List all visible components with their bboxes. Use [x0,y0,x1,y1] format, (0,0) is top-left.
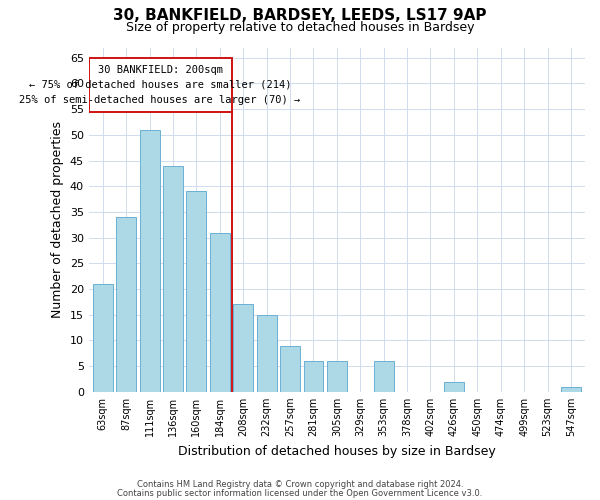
Bar [280,346,300,392]
Bar [89,58,232,112]
Text: 30 BANKFIELD: 200sqm
← 75% of detached houses are smaller (214)
25% of semi-deta: 30 BANKFIELD: 200sqm ← 75% of detached h… [19,65,301,104]
Bar [374,361,394,392]
Bar [210,232,230,392]
Text: 30, BANKFIELD, BARDSEY, LEEDS, LS17 9AP: 30, BANKFIELD, BARDSEY, LEEDS, LS17 9AP [113,8,487,22]
Bar [304,361,323,392]
Bar [187,192,206,392]
Bar [140,130,160,392]
Bar [257,314,277,392]
Bar [327,361,347,392]
Bar [444,382,464,392]
Y-axis label: Number of detached properties: Number of detached properties [51,121,64,318]
Bar [561,386,581,392]
Text: Contains public sector information licensed under the Open Government Licence v3: Contains public sector information licen… [118,488,482,498]
Text: Size of property relative to detached houses in Bardsey: Size of property relative to detached ho… [126,21,474,34]
X-axis label: Distribution of detached houses by size in Bardsey: Distribution of detached houses by size … [178,444,496,458]
Bar [163,166,183,392]
Text: Contains HM Land Registry data © Crown copyright and database right 2024.: Contains HM Land Registry data © Crown c… [137,480,463,489]
Bar [116,217,136,392]
Bar [233,304,253,392]
Bar [93,284,113,392]
